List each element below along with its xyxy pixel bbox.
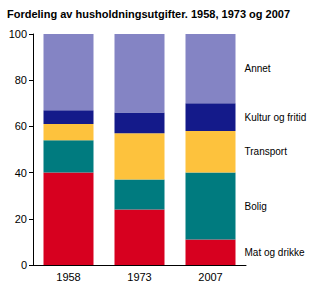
svg-text:60: 60 <box>15 120 27 132</box>
svg-text:Bolig: Bolig <box>245 201 267 212</box>
svg-text:100: 100 <box>9 28 27 40</box>
svg-text:1973: 1973 <box>127 271 151 283</box>
svg-text:1958: 1958 <box>56 271 80 283</box>
svg-text:2007: 2007 <box>198 271 222 283</box>
svg-text:80: 80 <box>15 74 27 86</box>
svg-text:Transport: Transport <box>245 146 288 157</box>
svg-text:Kultur og fritid: Kultur og fritid <box>245 112 307 123</box>
svg-text:20: 20 <box>15 213 27 225</box>
svg-text:0: 0 <box>21 259 27 271</box>
svg-text:Fordeling av husholdningsutgif: Fordeling av husholdningsutgifter. 1958,… <box>7 8 290 20</box>
svg-text:40: 40 <box>15 167 27 179</box>
svg-text:Mat og drikke: Mat og drikke <box>245 247 305 258</box>
svg-text:Annet: Annet <box>245 63 271 74</box>
